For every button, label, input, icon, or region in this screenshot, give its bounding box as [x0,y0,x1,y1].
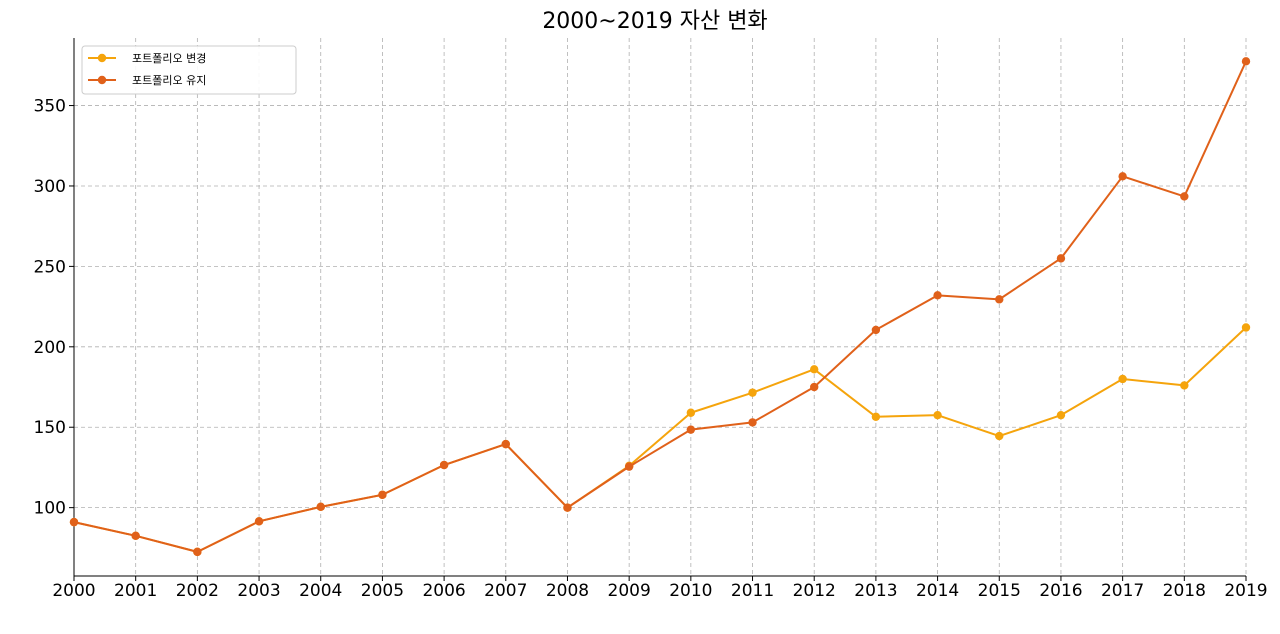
y-tick-label: 200 [34,338,66,358]
legend-item: 포트폴리오 유지 [88,74,206,87]
data-point [810,382,819,392]
data-point [686,425,696,434]
x-tick-label: 2013 [854,581,897,601]
y-tick-label: 250 [34,257,66,277]
x-tick-label: 2008 [546,581,589,601]
x-tick-label: 2009 [608,581,651,601]
x-tick-label: 2015 [978,581,1021,601]
x-tick-label: 2002 [176,581,219,601]
data-point [624,462,634,471]
data-point [871,325,881,335]
data-point [748,418,757,427]
data-point [1180,381,1189,390]
series-line [73,60,1247,553]
x-axis-ticks: 2000 2001 2002 2003 2004 2005 2006 2007 2008 2009… [52,576,1268,601]
y-tick-label: 100 [34,499,66,519]
data-point [995,295,1004,304]
x-tick-label: 2010 [669,581,712,601]
series-2 [69,57,1251,557]
series-1 [69,323,1251,557]
legend-box [81,45,297,95]
data-point [316,502,325,512]
data-point [439,460,449,470]
data-point [686,408,696,417]
series-line [73,326,1247,553]
data-point [871,412,881,421]
grid-lines [73,38,1247,576]
legend-label: 포트폴리오 유지 [132,74,206,87]
x-tick-label: 2003 [237,581,280,601]
chart-title: 2000~2019 자산 변화 [542,9,767,34]
data-point [933,410,942,420]
legend-marker [97,53,107,63]
x-tick-label: 2018 [1163,581,1206,601]
data-point [563,503,572,512]
x-tick-label: 2014 [916,581,959,601]
x-tick-label: 2001 [114,581,157,601]
data-point [501,439,510,449]
data-point [254,517,264,526]
data-point [69,517,79,527]
data-point [933,291,942,300]
x-tick-label: 2000 [52,581,95,601]
data-point [748,388,757,397]
x-tick-label: 2007 [484,581,527,601]
data-point [378,490,387,499]
y-tick-label: 300 [34,177,66,197]
x-tick-label: 2011 [731,581,774,601]
x-tick-label: 2012 [793,581,836,601]
data-point [1241,323,1251,332]
x-tick-label: 2005 [361,581,404,601]
series-layer [69,57,1251,557]
data-point [1118,374,1127,384]
x-tick-label: 2017 [1101,581,1144,601]
data-point [995,431,1004,441]
data-point [1180,192,1189,201]
data-point [131,531,140,540]
x-tick-label: 2006 [422,581,465,601]
data-point [1056,254,1066,263]
data-point [1056,410,1066,420]
legend-label: 포트폴리오 변경 [132,52,206,65]
x-tick-label: 2004 [299,581,342,601]
legend-marker [97,75,107,85]
data-point [1241,57,1251,66]
x-tick-label: 2016 [1039,581,1082,601]
y-axis-ticks: 100 150 200 250 300 350 [34,97,74,519]
x-tick-label: 2019 [1224,581,1267,601]
data-point [1118,172,1127,181]
legend-item: 포트폴리오 변경 [88,52,206,65]
data-point [193,547,202,557]
y-tick-label: 150 [34,418,66,438]
data-point [810,365,819,374]
y-tick-label: 350 [34,97,66,117]
axes [73,38,1246,577]
